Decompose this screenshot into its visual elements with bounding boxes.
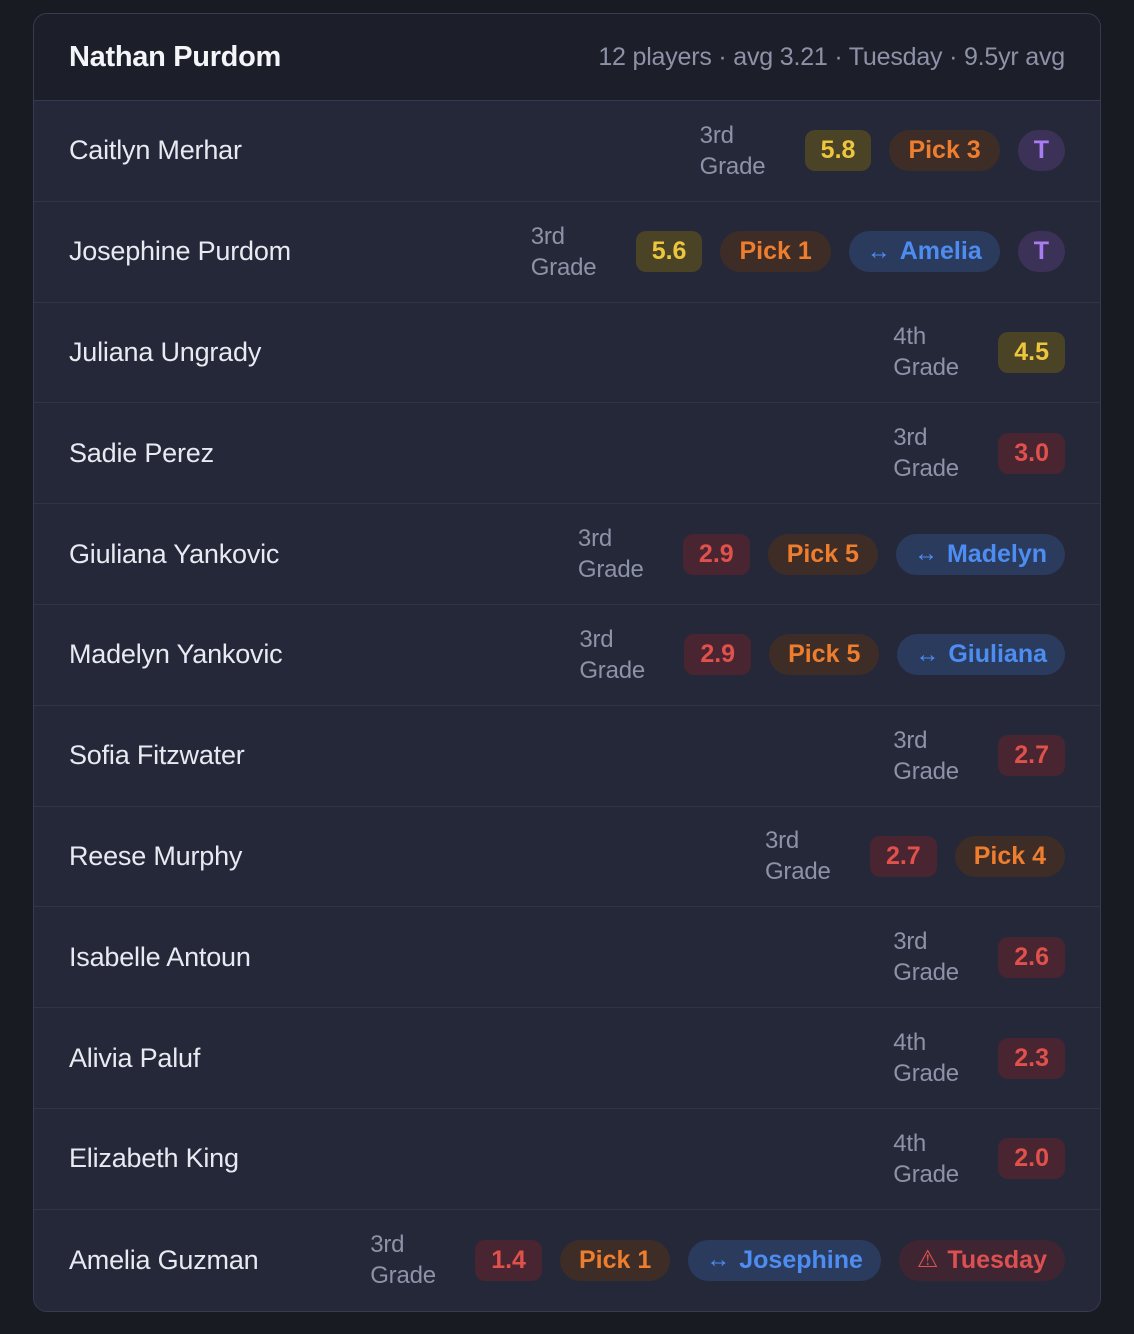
player-row[interactable]: Madelyn Yankovic 3rd Grade 2.9 Pick 5 ↔ … xyxy=(34,604,1100,706)
grade-label: 3rd Grade xyxy=(893,726,959,785)
score-badge: 5.6 xyxy=(635,231,703,273)
score-badge: 2.9 xyxy=(684,634,752,676)
grade-label: 4th Grade xyxy=(893,1129,959,1188)
grade-label: 3rd Grade xyxy=(370,1231,436,1290)
player-name: Madelyn Yankovic xyxy=(69,639,283,670)
badge-cluster: 3rd Grade 2.7 Pick 4 xyxy=(765,825,1065,887)
player-name: Elizabeth King xyxy=(69,1143,239,1174)
team-owner-title: Nathan Purdom xyxy=(69,40,282,73)
grade-label: 3rd Grade xyxy=(530,222,597,281)
badge-cluster: 3rd Grade 2.9 Pick 5 ↔ Giuliana xyxy=(579,624,1065,686)
badge-cluster: 3rd Grade 2.6 xyxy=(893,926,1065,988)
player-row[interactable]: Sadie Perez 3rd Grade 3.0 xyxy=(34,403,1100,505)
score-badge: 2.7 xyxy=(998,735,1065,777)
pick-badge: Pick 4 xyxy=(954,835,1065,877)
grade-label: 3rd Grade xyxy=(699,121,766,180)
pick-badge: Pick 1 xyxy=(720,231,831,273)
badge-cluster: 3rd Grade 1.4 Pick 1 ↔ Josephine ⚠ Tuesd… xyxy=(370,1229,1065,1291)
badge-cluster: 3rd Grade 2.9 Pick 5 ↔ Madelyn xyxy=(578,523,1065,585)
warning-badge: ⚠ Tuesday xyxy=(898,1239,1065,1281)
player-name: Giuliana Yankovic xyxy=(69,538,280,569)
roster-card: Nathan Purdom 12 players · avg 3.21 · Tu… xyxy=(33,13,1101,1312)
player-row[interactable]: Isabelle Antoun 3rd Grade 2.6 xyxy=(34,907,1100,1009)
badge-cluster: 3rd Grade 5.8 Pick 3 T xyxy=(700,120,1065,182)
player-row[interactable]: Caitlyn Merhar 3rd Grade 5.8 Pick 3 T xyxy=(34,101,1100,202)
trade-badge[interactable]: ↔ Amelia xyxy=(848,231,1000,273)
t-badge[interactable]: T xyxy=(1017,130,1065,172)
player-name: Alivia Paluf xyxy=(69,1042,201,1073)
grade-label: 3rd Grade xyxy=(577,525,644,584)
player-row[interactable]: Reese Murphy 3rd Grade 2.7 Pick 4 xyxy=(34,806,1100,908)
score-badge: 3.0 xyxy=(998,432,1065,474)
player-row[interactable]: Alivia Paluf 4th Grade 2.3 xyxy=(34,1008,1100,1109)
pick-badge: Pick 5 xyxy=(767,533,878,575)
badge-cluster: 4th Grade 2.0 xyxy=(893,1128,1065,1190)
score-badge: 2.7 xyxy=(869,835,937,877)
trade-partner-name: Amelia xyxy=(899,237,982,266)
warning-label: Tuesday xyxy=(947,1245,1047,1274)
grade-label: 3rd Grade xyxy=(893,424,959,483)
trade-arrows-icon: ↔ xyxy=(866,237,891,265)
player-name: Josephine Purdom xyxy=(69,236,291,267)
player-name: Isabelle Antoun xyxy=(69,941,251,972)
grade-label: 4th Grade xyxy=(893,323,959,382)
pick-badge: Pick 3 xyxy=(889,130,1000,172)
player-row[interactable]: Amelia Guzman 3rd Grade 1.4 Pick 1 ↔ Jos… xyxy=(34,1209,1100,1311)
t-badge[interactable]: T xyxy=(1017,231,1065,273)
roster-summary: 12 players · avg 3.21 · Tuesday · 9.5yr … xyxy=(598,42,1065,71)
score-badge: 2.3 xyxy=(998,1037,1065,1079)
grade-label: 3rd Grade xyxy=(893,928,959,987)
score-badge: 2.6 xyxy=(998,936,1065,978)
player-name: Caitlyn Merhar xyxy=(69,135,242,166)
player-row[interactable]: Elizabeth King 4th Grade 2.0 xyxy=(34,1108,1100,1210)
trade-badge[interactable]: ↔ Giuliana xyxy=(897,634,1065,676)
player-name: Sofia Fitzwater xyxy=(69,740,245,771)
badge-cluster: 4th Grade 2.3 xyxy=(893,1027,1065,1089)
player-row[interactable]: Juliana Ungrady 4th Grade 4.5 xyxy=(34,302,1100,404)
grade-label: 3rd Grade xyxy=(764,827,831,886)
grade-label: 3rd Grade xyxy=(579,625,646,684)
trade-arrows-icon: ↔ xyxy=(913,540,938,568)
grade-label: 4th Grade xyxy=(893,1029,959,1088)
trade-arrows-icon: ↔ xyxy=(915,640,940,668)
player-name: Sadie Perez xyxy=(69,437,214,468)
badge-cluster: 3rd Grade 3.0 xyxy=(893,422,1065,484)
player-name: Juliana Ungrady xyxy=(69,336,262,367)
warning-icon: ⚠ xyxy=(916,1246,939,1274)
player-row[interactable]: Sofia Fitzwater 3rd Grade 2.7 xyxy=(34,705,1100,807)
score-badge: 5.8 xyxy=(804,130,872,172)
player-row[interactable]: Josephine Purdom 3rd Grade 5.6 Pick 1 ↔ … xyxy=(34,201,1100,303)
score-badge: 1.4 xyxy=(475,1239,542,1281)
trade-partner-name: Josephine xyxy=(739,1245,863,1274)
trade-partner-name: Madelyn xyxy=(946,539,1047,568)
badge-cluster: 3rd Grade 2.7 xyxy=(893,725,1065,787)
player-name: Reese Murphy xyxy=(69,840,243,871)
pick-badge: Pick 1 xyxy=(559,1239,671,1281)
player-list: Caitlyn Merhar 3rd Grade 5.8 Pick 3 T Jo… xyxy=(34,101,1100,1311)
trade-partner-name: Giuliana xyxy=(948,640,1047,669)
trade-badge[interactable]: ↔ Madelyn xyxy=(895,533,1065,575)
score-badge: 4.5 xyxy=(998,331,1065,373)
score-badge: 2.0 xyxy=(998,1138,1065,1180)
badge-cluster: 3rd Grade 5.6 Pick 1 ↔ Amelia T xyxy=(531,221,1065,283)
player-row[interactable]: Giuliana Yankovic 3rd Grade 2.9 Pick 5 ↔… xyxy=(34,504,1100,605)
player-name: Amelia Guzman xyxy=(69,1244,259,1275)
pick-badge: Pick 5 xyxy=(769,634,880,676)
score-badge: 2.9 xyxy=(682,533,750,575)
roster-header: Nathan Purdom 12 players · avg 3.21 · Tu… xyxy=(34,14,1100,101)
trade-arrows-icon: ↔ xyxy=(706,1246,731,1274)
badge-cluster: 4th Grade 4.5 xyxy=(893,321,1065,383)
trade-badge[interactable]: ↔ Josephine xyxy=(688,1239,881,1281)
